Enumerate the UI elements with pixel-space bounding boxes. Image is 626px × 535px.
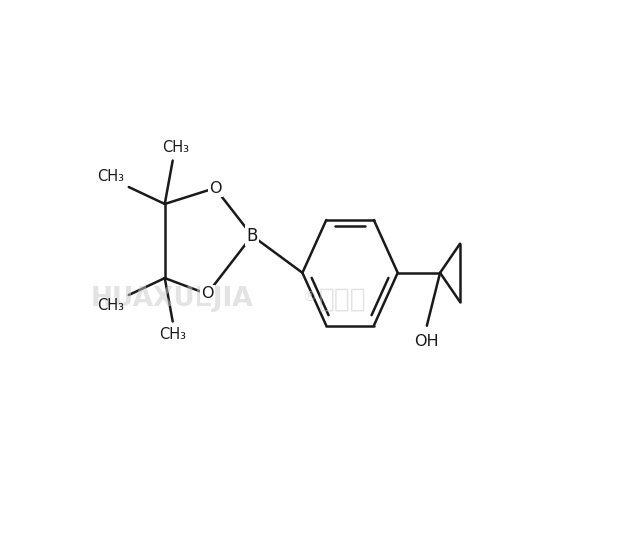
- Text: ®: ®: [302, 291, 316, 304]
- Text: B: B: [247, 227, 258, 244]
- Text: OH: OH: [414, 334, 439, 349]
- Text: O: O: [201, 286, 213, 301]
- Text: O: O: [209, 181, 222, 196]
- Text: 化学加: 化学加: [318, 286, 366, 312]
- Text: O: O: [201, 286, 213, 301]
- Text: CH₃: CH₃: [98, 297, 125, 312]
- Text: CH₃: CH₃: [98, 170, 125, 185]
- Text: CH₃: CH₃: [159, 327, 186, 342]
- Text: B: B: [247, 227, 258, 244]
- Text: OH: OH: [414, 334, 439, 349]
- Text: HUAXUEJIA: HUAXUEJIA: [91, 286, 254, 312]
- Text: CH₃: CH₃: [162, 140, 189, 155]
- Text: O: O: [209, 181, 222, 196]
